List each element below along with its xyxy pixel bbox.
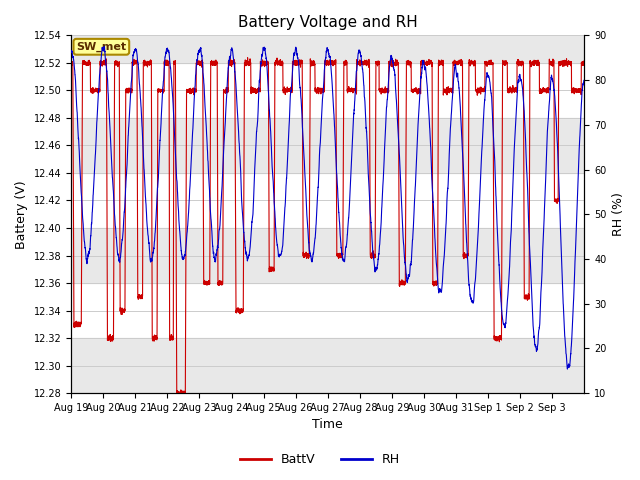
Bar [71,228,584,283]
Y-axis label: Battery (V): Battery (V) [15,180,28,249]
Bar [71,118,584,173]
Bar [71,34,584,63]
X-axis label: Time: Time [312,419,343,432]
Bar [71,338,584,393]
Legend: BattV, RH: BattV, RH [235,448,405,471]
Title: Battery Voltage and RH: Battery Voltage and RH [238,15,418,30]
Y-axis label: RH (%): RH (%) [612,192,625,236]
Text: SW_met: SW_met [76,42,127,52]
